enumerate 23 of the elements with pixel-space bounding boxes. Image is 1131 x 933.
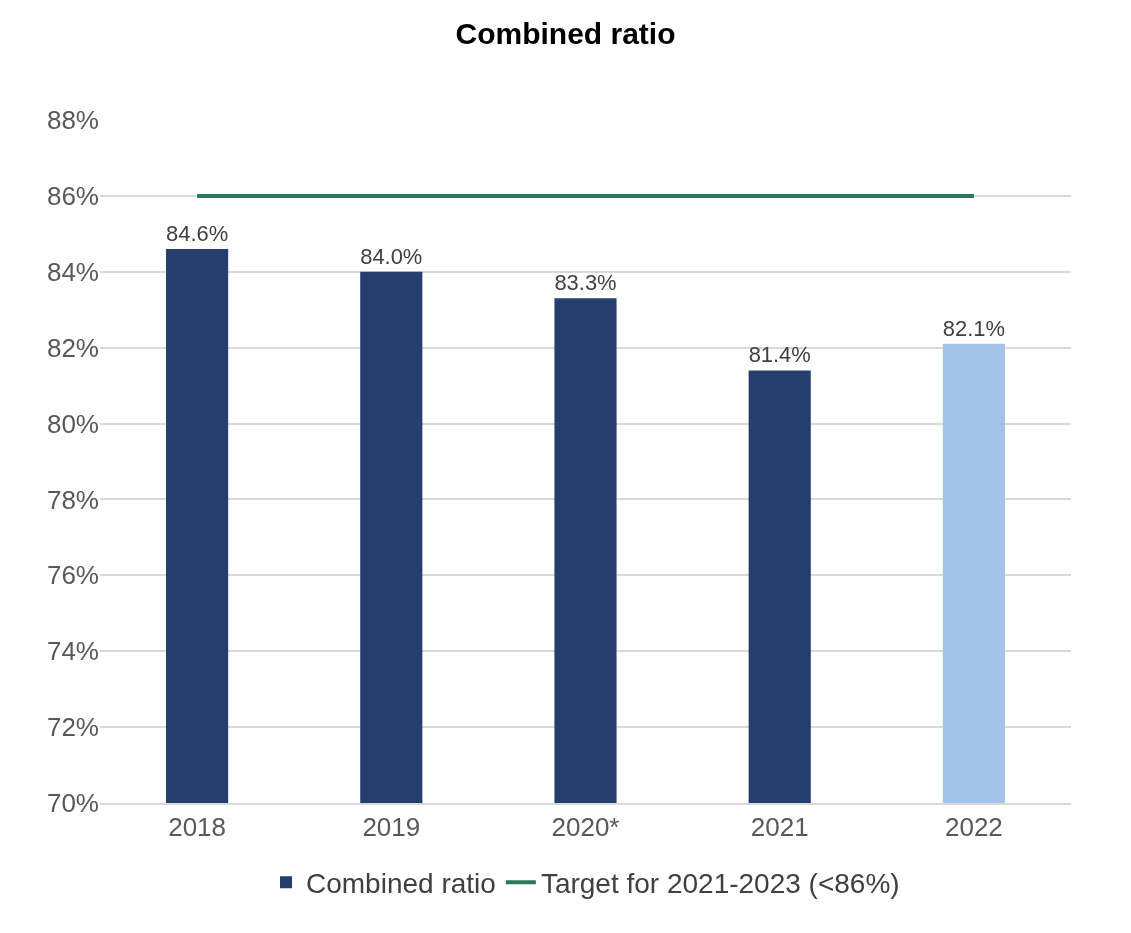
x-tick-label: 2019 bbox=[362, 811, 421, 842]
y-tick-label: 72% bbox=[46, 712, 99, 743]
x-tick-label: 2021 bbox=[750, 811, 809, 842]
x-tick-label: 2018 bbox=[168, 811, 227, 842]
legend-label: Combined ratio bbox=[306, 868, 496, 900]
chart-title: Combined ratio bbox=[455, 17, 676, 51]
data-label: 83.3% bbox=[554, 270, 617, 296]
data-label: 82.1% bbox=[942, 315, 1005, 341]
data-label: 81.4% bbox=[748, 342, 811, 368]
x-tick-label: 2020* bbox=[551, 811, 620, 842]
y-tick-label: 80% bbox=[46, 408, 99, 439]
y-tick-label: 82% bbox=[46, 332, 99, 363]
y-tick-label: 76% bbox=[46, 560, 99, 591]
y-tick-label: 84% bbox=[46, 256, 99, 287]
y-tick-label: 88% bbox=[46, 105, 99, 136]
data-label: 84.6% bbox=[166, 220, 229, 246]
legend-label: Target for 2021-2023 (<86%) bbox=[540, 868, 900, 900]
y-tick-label: 78% bbox=[46, 484, 99, 515]
y-tick-label: 70% bbox=[46, 788, 99, 819]
x-tick-label: 2022 bbox=[944, 811, 1003, 842]
y-tick-label: 74% bbox=[46, 636, 99, 667]
data-label: 84.0% bbox=[360, 243, 423, 269]
y-tick-label: 86% bbox=[46, 180, 99, 211]
